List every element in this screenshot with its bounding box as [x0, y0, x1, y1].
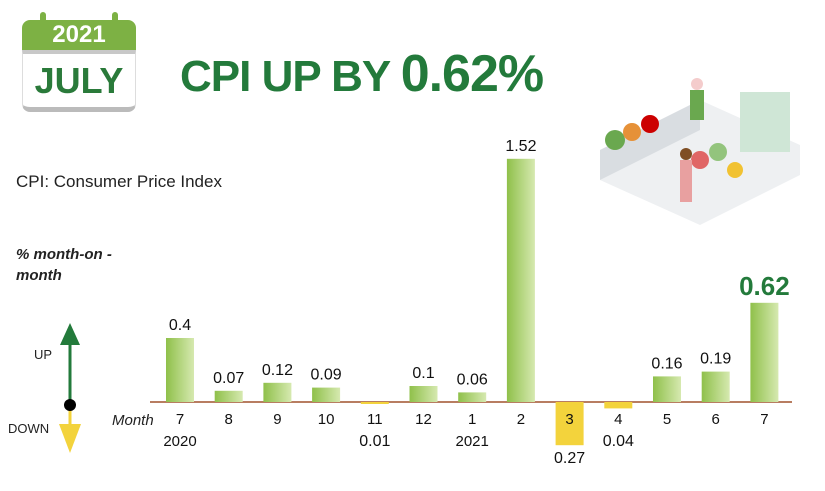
bar	[360, 402, 389, 404]
year-label: 2020	[163, 433, 196, 450]
bar	[263, 382, 292, 402]
bar	[506, 158, 535, 402]
calendar-icon: 2021 JULY	[22, 12, 136, 118]
page-title: CPI UP BY 0.62%	[180, 44, 544, 104]
y-axis-label: % month-on -month	[16, 246, 112, 284]
year-label: 2021	[456, 433, 489, 450]
bar	[166, 338, 194, 402]
x-tick-label: 4	[614, 411, 622, 428]
title-prefix: CPI UP BY	[180, 52, 401, 101]
data-label: 0.4	[169, 317, 191, 334]
bar	[409, 386, 438, 402]
bar	[701, 371, 730, 402]
title-value: 0.62%	[400, 45, 544, 103]
subtitle: CPI: Consumer Price Index	[16, 172, 222, 191]
data-label: 0.07	[213, 370, 244, 387]
x-tick-label: 10	[318, 411, 335, 428]
x-tick-label: 3	[565, 411, 573, 428]
x-tick-label: 12	[415, 411, 432, 428]
bar	[604, 402, 633, 409]
data-label: 0.12	[262, 362, 293, 379]
origin-dot-icon	[64, 399, 76, 411]
data-label: 0.01	[359, 433, 390, 450]
x-tick-label: 1	[468, 411, 476, 428]
market-stall-illustration	[600, 78, 800, 225]
x-axis-label: Month	[112, 412, 154, 429]
bar	[555, 402, 584, 446]
calendar-month: JULY	[22, 50, 136, 112]
x-tick-label: 7	[176, 411, 184, 428]
down-arrow-head-icon	[59, 424, 81, 453]
x-tick-label: 5	[663, 411, 671, 428]
bar	[750, 302, 779, 402]
x-tick-label: 11	[367, 411, 383, 428]
legend-down: DOWN	[8, 421, 50, 436]
x-tick-label: 7	[760, 411, 768, 428]
bar	[458, 392, 487, 402]
data-label: 0.19	[700, 351, 731, 368]
up-arrow-head-icon	[60, 323, 80, 345]
bar	[312, 387, 341, 402]
data-label: 0.09	[311, 367, 342, 384]
calendar-ring	[112, 12, 118, 34]
x-tick-label: 2	[517, 411, 525, 428]
x-tick-label: 9	[273, 411, 281, 428]
x-tick-label: 8	[225, 411, 233, 428]
x-tick-label: 6	[712, 411, 720, 428]
calendar-ring	[40, 12, 46, 34]
data-label: 0.16	[651, 355, 682, 372]
bar	[653, 376, 681, 402]
data-label: 0.04	[603, 433, 634, 450]
legend-up: UP	[34, 347, 53, 362]
data-label: 0.27	[554, 450, 585, 467]
data-label: 0.62	[739, 271, 790, 301]
data-label: 1.52	[505, 138, 536, 155]
data-label: 0.06	[457, 371, 488, 388]
bar	[214, 390, 243, 402]
data-label: 0.1	[412, 365, 434, 382]
